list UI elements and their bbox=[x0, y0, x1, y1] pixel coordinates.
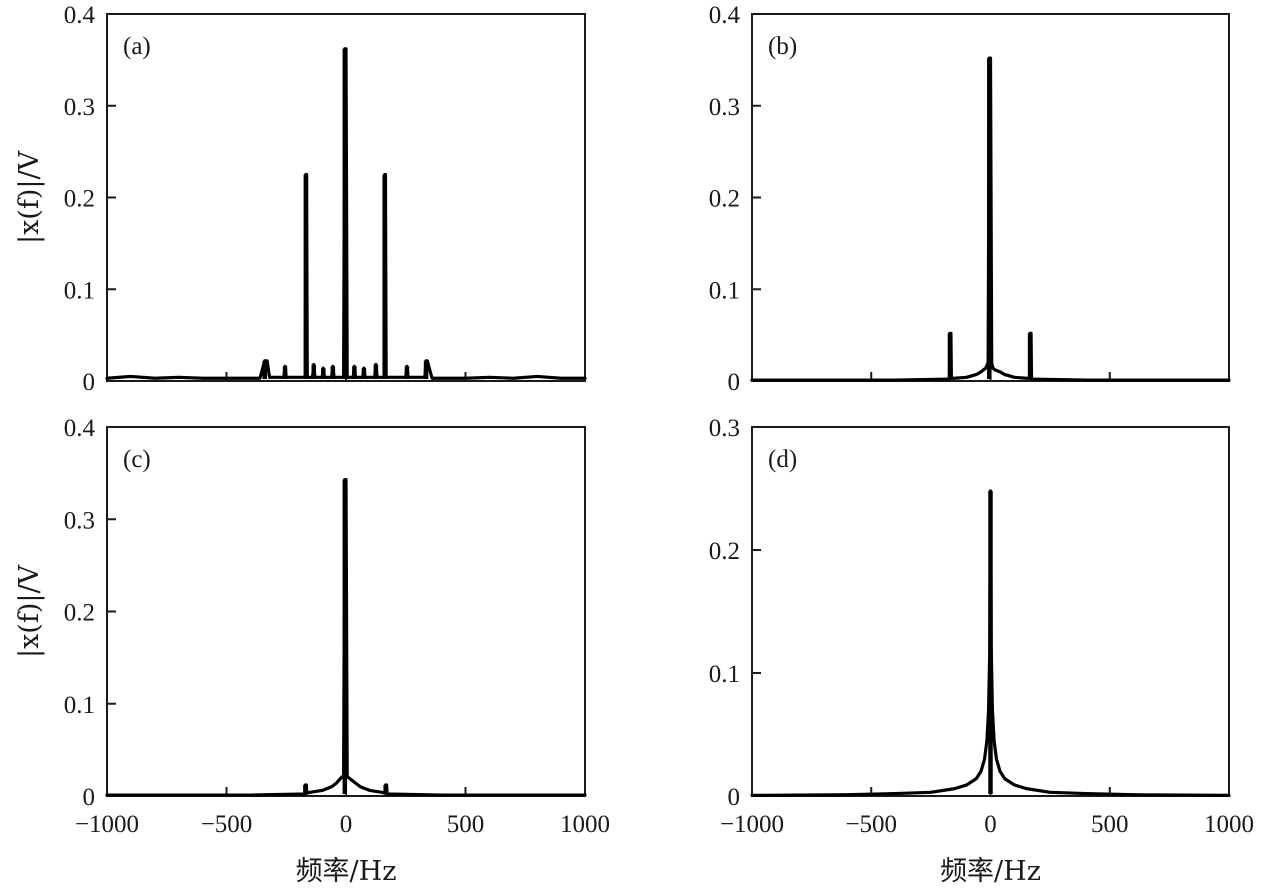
panel-4-xtick-label-1: −500 bbox=[845, 811, 897, 838]
panel-1-ylabel: |x(f)|/V bbox=[14, 150, 45, 244]
panel-4-xtick-label-2: 0 bbox=[984, 811, 997, 838]
panel-4-ytick-label-3: 0.3 bbox=[709, 415, 740, 442]
panel-3-ylabel: |x(f)|/V bbox=[14, 564, 45, 658]
panel-4-group: 0 0.1 0.2 0.3 −1000 −500 0 500 1000 (d) 频率/Hz bbox=[709, 415, 1254, 887]
panel-2-ytick-label-3: 0.3 bbox=[709, 94, 740, 121]
panel-1-ytick-label-1: 0.1 bbox=[64, 277, 95, 304]
panel-3-group: 0 0.1 0.2 0.3 0.4 −1000 −500 0 500 1000 (c) 频率/Hz |x… bbox=[14, 415, 610, 887]
panel-3-xtick-label-3: 500 bbox=[447, 811, 485, 838]
panel-3-ytick-label-4: 0.4 bbox=[64, 415, 96, 442]
panel-2-ytick-label-2: 0.2 bbox=[709, 186, 740, 213]
panel-1-ytick-label-0: 0 bbox=[83, 369, 96, 396]
panel-3-xtick-label-2: 0 bbox=[340, 811, 353, 838]
panel-1-ytick-label-2: 0.2 bbox=[64, 186, 95, 213]
panel-3-xlabel: 频率/Hz bbox=[296, 856, 397, 887]
panel-3-xtick-label-4: 1000 bbox=[560, 811, 610, 838]
panel-3-ytick-label-2: 0.2 bbox=[64, 600, 95, 627]
panel-1-ytick-label-3: 0.3 bbox=[64, 94, 95, 121]
panel-4-xtick-label-3: 500 bbox=[1091, 811, 1129, 838]
panel-1-group: 0 0.1 0.2 0.3 0.4 (a) |x(f)|/V bbox=[14, 2, 587, 396]
panel-3-xtick-label-1: −500 bbox=[201, 811, 253, 838]
panel-2-group: 0 0.1 0.2 0.3 0.4 (b) bbox=[709, 2, 1231, 396]
panel-2-ytick-label-4: 0.4 bbox=[709, 2, 741, 29]
panel-4-ytick-label-2: 0.2 bbox=[709, 538, 740, 565]
panel-1-label: (a) bbox=[123, 33, 151, 60]
panel-3-ytick-label-0: 0 bbox=[83, 784, 96, 811]
panel-4-ytick-label-0: 0 bbox=[728, 784, 741, 811]
panel-4-xtick-label-4: 1000 bbox=[1204, 811, 1254, 838]
panel-1-ytick-label-4: 0.4 bbox=[64, 2, 96, 29]
panel-2-ytick-label-1: 0.1 bbox=[709, 277, 740, 304]
panel-4-xtick-label-0: −1000 bbox=[720, 811, 784, 838]
panel-4-xlabel: 频率/Hz bbox=[940, 856, 1041, 887]
panel-3-xtick-label-0: −1000 bbox=[75, 811, 139, 838]
panel-3-ytick-label-3: 0.3 bbox=[64, 507, 95, 534]
panel-4-label: (d) bbox=[768, 446, 797, 473]
panel-2-label: (b) bbox=[768, 33, 797, 60]
panel-3-ytick-label-1: 0.1 bbox=[64, 692, 95, 719]
panel-3-label: (c) bbox=[123, 446, 151, 473]
panel-4-ytick-label-1: 0.1 bbox=[709, 661, 740, 688]
panel-2-ytick-label-0: 0 bbox=[728, 369, 741, 396]
